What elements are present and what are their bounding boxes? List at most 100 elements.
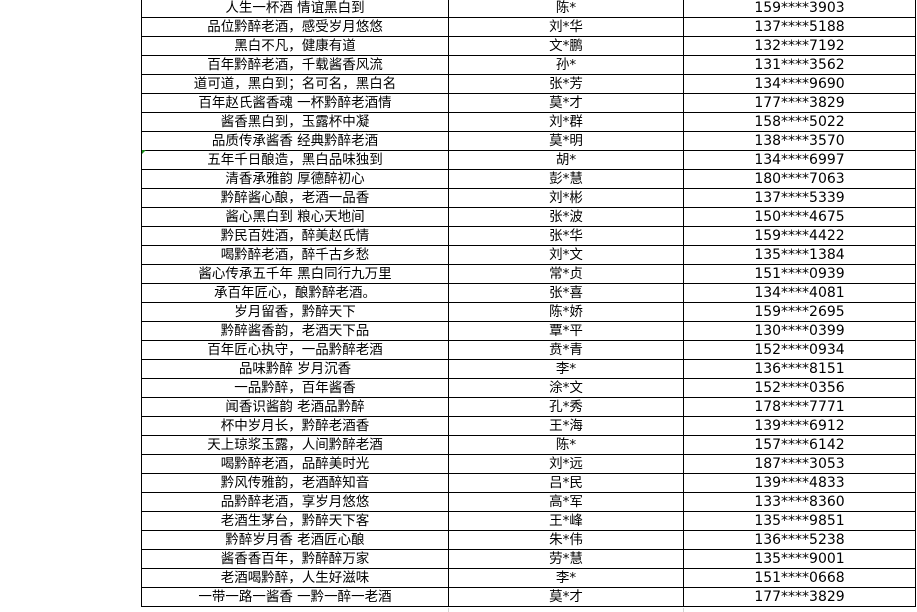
phone-cell[interactable]: 130****0399 [683,321,916,341]
phone-cell[interactable]: 177****3829 [683,587,916,607]
phone-cell[interactable]: 135****1384 [683,245,916,265]
slogan-cell[interactable]: 百年黔醉老酒，千载酱香风流 [141,55,449,75]
phone-cell[interactable]: 157****6142 [683,435,916,455]
name-cell[interactable]: 刘*华 [448,17,684,37]
name-cell[interactable]: 刘*彬 [448,188,684,208]
name-cell[interactable]: 常*贞 [448,264,684,284]
phone-cell[interactable]: 135****9851 [683,511,916,531]
slogan-cell[interactable]: 天上琼浆玉露，人间黔醉老酒 [141,435,449,455]
slogan-cell[interactable]: 百年匠心执守，一品黔醉老酒 [141,340,449,360]
slogan-cell[interactable]: 黔风传雅韵，老酒醉知音 [141,473,449,493]
phone-cell[interactable]: 139****6912 [683,416,916,436]
slogan-cell[interactable]: 喝黔醉老酒，醉千古乡愁 [141,245,449,265]
table-row: 一带一路一酱香 一黔一醉一老酒 莫*才 177****3829 [141,587,916,607]
name-cell[interactable]: 刘*文 [448,245,684,265]
name-cell[interactable]: 王*海 [448,416,684,436]
phone-cell[interactable]: 150****4675 [683,207,916,227]
phone-cell[interactable]: 159****4422 [683,226,916,246]
phone-cell[interactable]: 158****5022 [683,112,916,132]
name-cell[interactable]: 刘*远 [448,454,684,474]
name-cell[interactable]: 胡* [448,150,684,170]
phone-cell[interactable]: 132****7192 [683,36,916,56]
slogan-cell[interactable]: 酱香黑白到，玉露杯中凝 [141,112,449,132]
phone-cell[interactable]: 139****4833 [683,473,916,493]
slogan-cell[interactable]: 酱香香百年，黔醉醉万家 [141,549,449,569]
slogan-cell[interactable]: 五年千日酿造，黑白品味独到 [141,150,449,170]
slogan-cell[interactable]: 一品黔醉，百年酱香 [141,378,449,398]
phone-cell[interactable]: 136****8151 [683,359,916,379]
name-cell[interactable]: 贲*青 [448,340,684,360]
phone-cell[interactable]: 137****5339 [683,188,916,208]
name-cell[interactable]: 孔*秀 [448,397,684,417]
phone-cell[interactable]: 152****0356 [683,378,916,398]
name-cell[interactable]: 李* [448,359,684,379]
phone-cell[interactable]: 151****0939 [683,264,916,284]
slogan-cell[interactable]: 老酒喝黔醉，人生好滋味 [141,568,449,588]
name-cell[interactable]: 劳*慧 [448,549,684,569]
slogan-cell[interactable]: 品黔醉老酒，享岁月悠悠 [141,492,449,512]
slogan-cell[interactable]: 清香承雅韵 厚德醉初心 [141,169,449,189]
phone-cell[interactable]: 187****3053 [683,454,916,474]
phone-cell[interactable]: 177****3829 [683,93,916,113]
phone-cell[interactable]: 180****7063 [683,169,916,189]
phone-cell[interactable]: 178****7771 [683,397,916,417]
slogan-cell[interactable]: 人生一杯酒 情谊黑白到 [141,0,449,18]
name-cell[interactable]: 刘*群 [448,112,684,132]
name-cell[interactable]: 莫*明 [448,131,684,151]
slogan-cell[interactable]: 品位黔醉老酒，感受岁月悠悠 [141,17,449,37]
name-cell[interactable]: 张*喜 [448,283,684,303]
slogan-cell[interactable]: 品质传承酱香 经典黔醉老酒 [141,131,449,151]
name-cell[interactable]: 孙* [448,55,684,75]
slogan-cell[interactable]: 百年赵氏酱香魂 一杯黔醉老酒情 [141,93,449,113]
slogan-cell[interactable]: 一带一路一酱香 一黔一醉一老酒 [141,587,449,607]
name-cell[interactable]: 张*芳 [448,74,684,94]
slogan-cell[interactable]: 岁月留香，黔醉天下 [141,302,449,322]
phone-cell[interactable]: 134****4081 [683,283,916,303]
slogan-cell[interactable]: 黔醉酱心酿，老酒一品香 [141,188,449,208]
phone-cell[interactable]: 159****2695 [683,302,916,322]
phone-cell[interactable]: 133****8360 [683,492,916,512]
phone-cell[interactable]: 151****0668 [683,568,916,588]
slogan-cell[interactable]: 杯中岁月长，黔醉老酒香 [141,416,449,436]
name-cell[interactable]: 陈*娇 [448,302,684,322]
table-row: 黔醉酱心酿，老酒一品香 刘*彬 137****5339 [141,188,916,208]
name-cell[interactable]: 高*军 [448,492,684,512]
name-cell[interactable]: 李* [448,568,684,588]
slogan-cell[interactable]: 酱心传承五千年 黑白同行九万里 [141,264,449,284]
name-cell[interactable]: 张*华 [448,226,684,246]
phone-cell[interactable]: 137****5188 [683,17,916,37]
phone-cell[interactable]: 152****0934 [683,340,916,360]
slogan-cell[interactable]: 承百年匠心，酿黔醉老酒。 [141,283,449,303]
slogan-cell[interactable]: 黔醉岁月香 老酒匠心酿 [141,530,449,550]
slogan-cell[interactable]: 品味黔醉 岁月沉香 [141,359,449,379]
phone-cell[interactable]: 134****9690 [683,74,916,94]
name-cell[interactable]: 王*峰 [448,511,684,531]
table-row: 酱心黑白到 粮心天地间 张*波 150****4675 [141,207,916,227]
slogan-cell[interactable]: 老酒生茅台，黔醉天下客 [141,511,449,531]
slogan-cell[interactable]: 闻香识酱韵 老酒品黔醉 [141,397,449,417]
slogan-cell[interactable]: 喝黔醉老酒，品醉美时光 [141,454,449,474]
table-row: 老酒喝黔醉，人生好滋味 李* 151****0668 [141,568,916,588]
slogan-cell[interactable]: 黑白不凡，健康有道 [141,36,449,56]
phone-cell[interactable]: 136****5238 [683,530,916,550]
phone-cell[interactable]: 159****3903 [683,0,916,18]
name-cell[interactable]: 陈* [448,435,684,455]
name-cell[interactable]: 朱*伟 [448,530,684,550]
slogan-cell[interactable]: 酱心黑白到 粮心天地间 [141,207,449,227]
slogan-cell[interactable]: 黔民百姓酒，醉美赵氏情 [141,226,449,246]
name-cell[interactable]: 莫*才 [448,587,684,607]
name-cell[interactable]: 陈* [448,0,684,18]
phone-cell[interactable]: 135****9001 [683,549,916,569]
slogan-cell[interactable]: 黔醉酱香韵，老酒天下品 [141,321,449,341]
name-cell[interactable]: 张*波 [448,207,684,227]
name-cell[interactable]: 文*鹏 [448,36,684,56]
phone-cell[interactable]: 134****6997 [683,150,916,170]
name-cell[interactable]: 覃*平 [448,321,684,341]
name-cell[interactable]: 莫*才 [448,93,684,113]
phone-cell[interactable]: 131****3562 [683,55,916,75]
name-cell[interactable]: 涂*文 [448,378,684,398]
phone-cell[interactable]: 138****3570 [683,131,916,151]
name-cell[interactable]: 彭*慧 [448,169,684,189]
name-cell[interactable]: 吕*民 [448,473,684,493]
slogan-cell[interactable]: 道可道，黑白到；名可名，黑白名 [141,74,449,94]
